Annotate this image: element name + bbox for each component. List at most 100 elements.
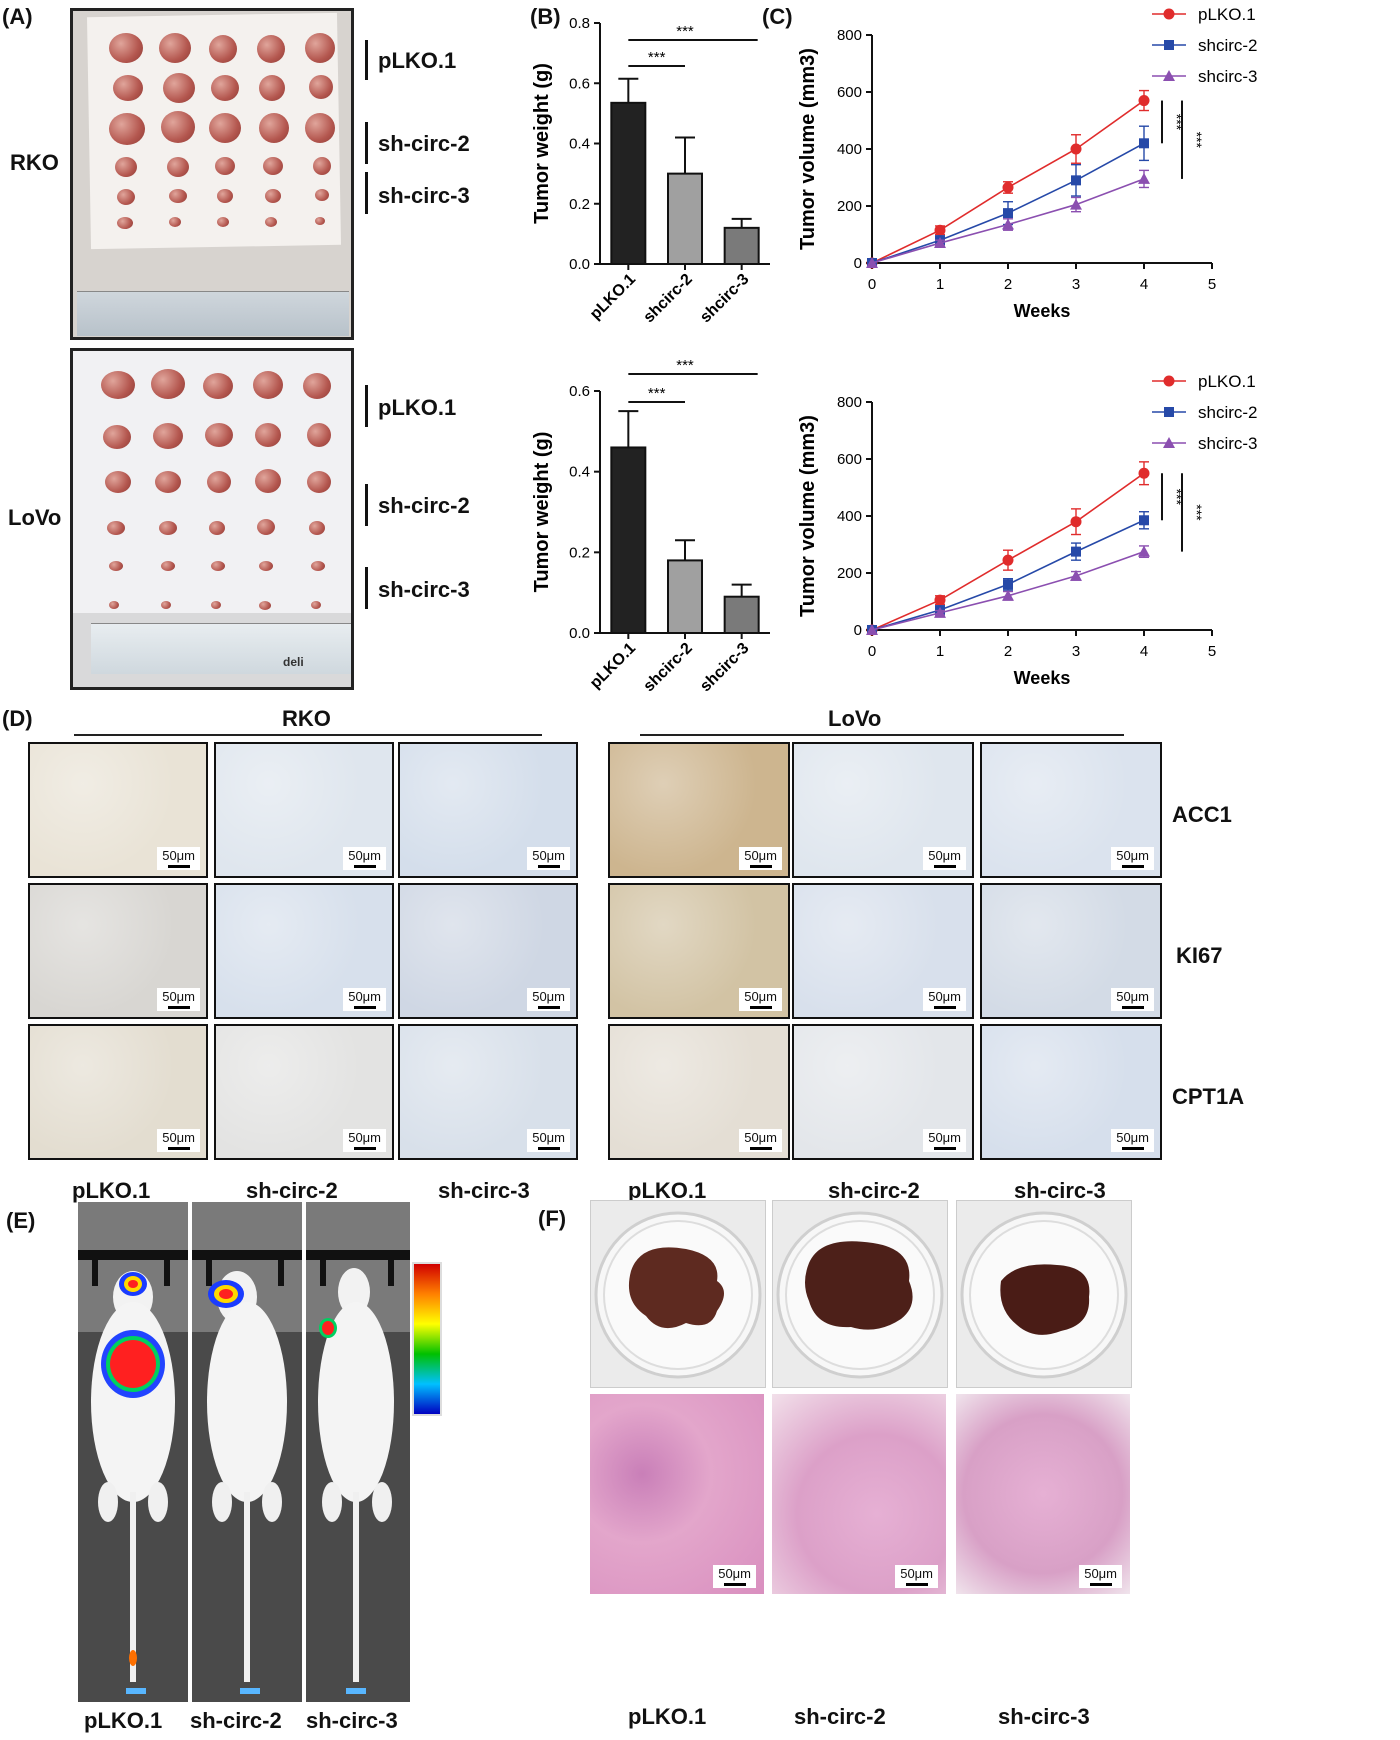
tumor-photo-rko (70, 8, 354, 340)
legend-label: pLKO.1 (1198, 5, 1256, 24)
ihc-image-r1-c2: 50μm (214, 742, 394, 878)
group-label-lovo-sh3: sh-circ-3 (378, 577, 470, 602)
significance-stars: *** (648, 385, 666, 402)
panel-label-b: (B) (530, 4, 561, 29)
x-tick-label: shcirc-2 (640, 640, 695, 695)
scale-bar-label: 50μm (348, 989, 381, 1004)
y-tick-label: 600 (837, 84, 862, 101)
heading-lovo: LoVo (828, 706, 882, 731)
data-point (1138, 467, 1150, 479)
x-tick-label: 4 (1140, 643, 1148, 660)
scale-bar: 50μm (157, 1129, 200, 1152)
data-point (934, 237, 946, 249)
liver-photo-sh2 (772, 1200, 948, 1388)
x-tick-label: 4 (1140, 276, 1148, 293)
scale-bar: 50μm (739, 847, 782, 870)
group-bar (365, 40, 368, 80)
he-stain-sh2: 50μm (772, 1394, 946, 1594)
data-point (1002, 181, 1014, 193)
bar (610, 101, 647, 265)
x-tick-label: 2 (1004, 276, 1012, 293)
cell-label-lovo: LoVo (8, 505, 62, 530)
line-chart-volume-lovo: 0 200 400 600 800 0 1 2 3 4 5 Weeks Tumor volume (mm… (797, 372, 1258, 688)
ihc-image-r2-c4: 50μm (608, 883, 790, 1019)
data-point (1003, 208, 1013, 219)
ihc-image-r3-c1: 50μm (28, 1024, 208, 1160)
x-tick-label: shcirc-2 (640, 271, 695, 326)
divider (74, 734, 542, 736)
ihc-image-r1-c5: 50μm (792, 742, 974, 878)
data-point (866, 257, 878, 268)
scale-bar: 50μm (527, 847, 570, 870)
y-tick-label: 800 (837, 27, 862, 44)
group-label-rko-plko: pLKO.1 (378, 48, 457, 73)
data-point (1070, 143, 1082, 155)
ihc-image-r1-c3: 50μm (398, 742, 578, 878)
significance-stars: *** (676, 357, 694, 374)
heading-rko: RKO (282, 706, 331, 731)
bar (667, 172, 703, 265)
group-bar (365, 122, 368, 164)
scale-bar: 50μm (527, 988, 570, 1011)
y-tick-label: 0.2 (569, 544, 590, 561)
scale-bar-label: 50μm (162, 989, 195, 1004)
y-tick-label: 200 (837, 198, 862, 215)
f-top-label-plko: pLKO.1 (628, 1178, 707, 1203)
data-point (866, 624, 878, 635)
scale-bar-label: 50μm (928, 989, 961, 1004)
x-axis-label: Weeks (1014, 668, 1071, 688)
data-point (1071, 546, 1081, 557)
group-bar (365, 484, 368, 526)
data-point (1002, 554, 1014, 566)
color-scale-bar (412, 1262, 442, 1416)
e-top-label-plko: pLKO.1 (72, 1178, 151, 1203)
ihc-image-r2-c3: 50μm (398, 883, 578, 1019)
data-point (1138, 172, 1150, 184)
ruler (77, 291, 349, 336)
y-tick-label: 0.4 (569, 464, 590, 481)
scale-bar: 50μm (527, 1129, 570, 1152)
x-tick-label: shcirc-3 (697, 640, 752, 695)
y-tick-label: 400 (837, 141, 862, 158)
scale-bar: 50μm (343, 988, 386, 1011)
f-bottom-label-plko: pLKO.1 (628, 1704, 707, 1729)
liver-photo-plko (590, 1200, 766, 1388)
x-tick-label: 3 (1072, 276, 1080, 293)
scale-bar-label: 50μm (348, 848, 381, 863)
ihc-image-r1-c6: 50μm (980, 742, 1162, 878)
scale-bar-label: 50μm (532, 1130, 565, 1145)
he-stain-plko: 50μm (590, 1394, 764, 1594)
cell-label-rko: RKO (10, 150, 59, 175)
x-tick-label: 1 (936, 643, 944, 660)
y-tick-label: 0.6 (569, 383, 590, 400)
scale-bar-label: 50μm (162, 848, 195, 863)
scale-bar-label: 50μm (1116, 1130, 1149, 1145)
ihc-image-r3-c6: 50μm (980, 1024, 1162, 1160)
panel-label-d: (D) (2, 706, 33, 731)
scale-bar-label: 50μm (532, 848, 565, 863)
scale-bar-label: 50μm (744, 989, 777, 1004)
group-bar (365, 567, 368, 609)
e-top-label-sh3: sh-circ-3 (438, 1178, 530, 1203)
x-tick-label: 3 (1072, 643, 1080, 660)
y-axis-label: Tumor weight (g) (531, 63, 553, 224)
scale-bar: 50μm (343, 1129, 386, 1152)
ihc-image-r2-c1: 50μm (28, 883, 208, 1019)
y-tick-label: 600 (837, 451, 862, 468)
marker-label-cpt1a: CPT1A (1172, 1084, 1245, 1109)
data-point (1139, 138, 1149, 149)
bioluminescence-image-sh3 (306, 1202, 410, 1702)
panel-label-c: (C) (762, 4, 793, 29)
scale-bar: 50μm (157, 847, 200, 870)
f-bottom-label-sh3: sh-circ-3 (998, 1704, 1090, 1729)
ihc-image-r3-c4: 50μm (608, 1024, 790, 1160)
legend-label: shcirc-2 (1198, 403, 1258, 422)
f-bottom-label-sh2: sh-circ-2 (794, 1704, 886, 1729)
x-tick-label: 5 (1208, 643, 1216, 660)
x-tick-label: pLKO.1 (587, 640, 639, 692)
data-point (1002, 589, 1014, 601)
data-point (1002, 218, 1014, 230)
legend-label: pLKO.1 (1198, 372, 1256, 391)
